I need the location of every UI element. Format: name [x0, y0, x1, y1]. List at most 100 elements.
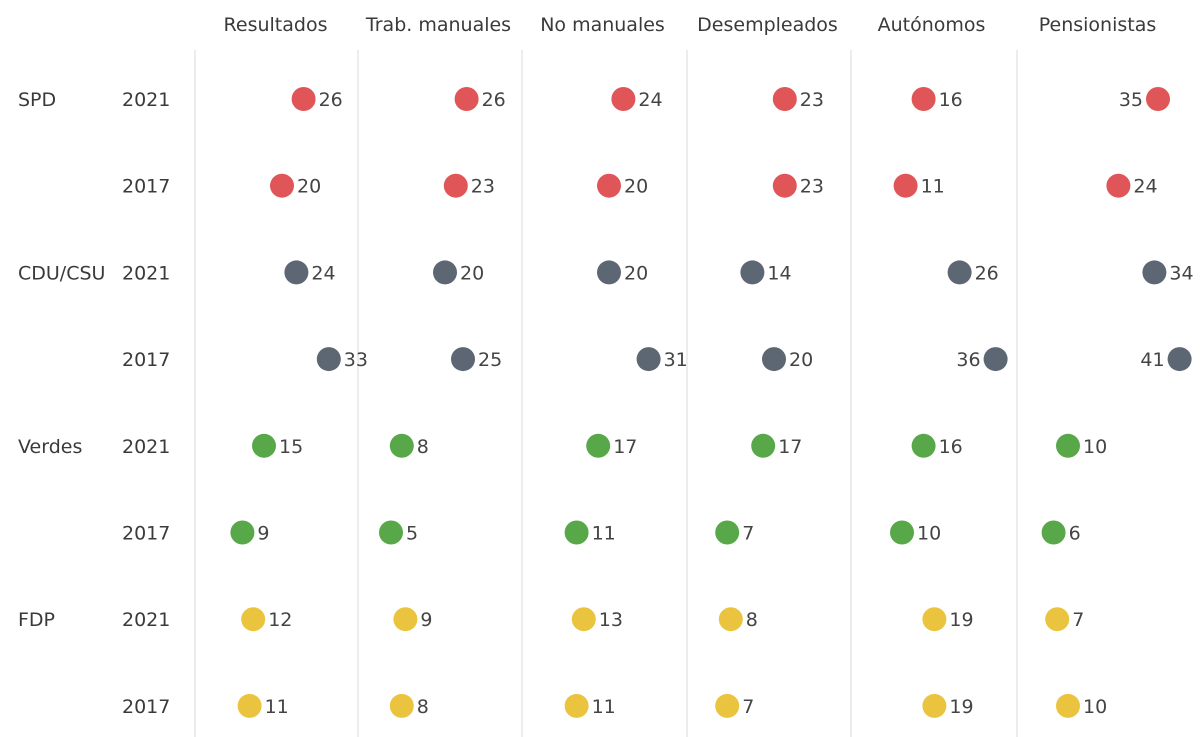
year-label-3-1: 2017	[122, 696, 170, 718]
party-label-1: CDU/CSU	[18, 262, 105, 284]
value-label-1-0-2: 20	[624, 262, 648, 284]
column-header-5: Pensionistas	[1039, 14, 1157, 36]
dot-2-0-1	[389, 433, 414, 458]
value-label-0-1-4: 11	[921, 176, 945, 198]
value-label-2-0-0: 15	[279, 436, 303, 458]
value-label-0-1-0: 20	[297, 176, 321, 198]
column-header-4: Autónomos	[878, 14, 986, 36]
dot-1-1-1	[451, 347, 475, 372]
value-label-3-0-2: 13	[599, 609, 623, 631]
value-label-3-1-4: 19	[949, 696, 973, 718]
value-label-2-0-2: 17	[613, 436, 637, 458]
dot-1-1-0	[316, 347, 341, 372]
value-label-3-0-5: 7	[1072, 609, 1084, 631]
value-label-3-1-2: 11	[592, 696, 616, 718]
dot-2-1-2	[564, 520, 589, 545]
value-label-1-1-1: 25	[478, 349, 502, 371]
value-label-1-1-0: 33	[344, 349, 368, 371]
year-label-1-1: 2017	[122, 349, 170, 371]
chart-marks: 26 26 24 23 16 35 20 23 20 23 11 24 24 20 20 14 26 34 33 25…	[230, 87, 1194, 718]
year-label-0-1: 2017	[122, 176, 170, 198]
dot-2-0-2	[586, 433, 611, 458]
value-label-1-0-3: 14	[767, 262, 791, 284]
party-label-0: SPD	[18, 89, 56, 111]
year-label-2-1: 2017	[122, 523, 170, 545]
column-header-3: Desempleados	[697, 14, 838, 36]
dot-2-0-4	[911, 433, 936, 458]
dot-0-0-3	[772, 87, 797, 111]
dot-2-1-1	[379, 520, 403, 545]
value-label-2-0-3: 17	[778, 436, 802, 458]
value-label-3-0-0: 12	[268, 609, 292, 631]
year-label-1-0: 2021	[122, 262, 170, 284]
dot-1-1-3	[762, 347, 786, 372]
dot-0-1-4	[893, 173, 918, 198]
value-label-3-1-1: 8	[417, 696, 429, 718]
dot-1-0-3	[740, 260, 765, 285]
value-label-3-0-1: 9	[420, 609, 432, 631]
dot-0-0-1	[454, 87, 479, 111]
dot-2-0-3	[751, 433, 776, 458]
dot-2-0-0	[252, 433, 276, 458]
dot-1-1-4	[983, 347, 1008, 372]
dot-0-1-5	[1106, 173, 1131, 198]
column-headers: Resultados Trab. manuales No manuales Desem…	[224, 14, 1157, 36]
value-label-3-1-5: 10	[1083, 696, 1107, 718]
dot-3-1-3	[715, 693, 740, 718]
value-label-2-0-4: 16	[939, 436, 963, 458]
dot-3-0-3	[718, 607, 743, 632]
year-label-2-0: 2021	[122, 436, 170, 458]
value-label-3-1-3: 7	[742, 696, 754, 718]
value-label-0-0-1: 26	[482, 89, 506, 111]
party-label-2: Verdes	[18, 436, 82, 458]
dot-3-0-0	[241, 607, 266, 632]
value-label-0-1-3: 23	[800, 176, 824, 198]
dot-1-0-2	[597, 260, 621, 285]
dot-2-1-4	[890, 520, 914, 545]
dot-0-0-0	[291, 87, 316, 111]
dot-0-1-3	[772, 173, 797, 198]
dot-1-0-5	[1142, 260, 1167, 285]
value-label-1-1-2: 31	[664, 349, 688, 371]
value-label-1-0-4: 26	[975, 262, 999, 284]
value-label-3-0-4: 19	[949, 609, 973, 631]
row-labels: SPD 2021 2017 CDU/CSU 2021 2017 Verdes 2021 2017…	[18, 89, 170, 718]
dot-2-0-5	[1056, 433, 1080, 458]
value-label-3-1-0: 11	[265, 696, 289, 718]
value-label-0-0-4: 16	[939, 89, 963, 111]
value-label-1-1-5: 41	[1140, 349, 1164, 371]
value-label-0-0-0: 26	[319, 89, 343, 111]
value-label-2-0-1: 8	[417, 436, 429, 458]
value-label-2-1-1: 5	[406, 523, 418, 545]
value-label-3-0-3: 8	[746, 609, 758, 631]
value-label-2-1-3: 7	[742, 523, 754, 545]
value-label-1-0-5: 34	[1169, 262, 1193, 284]
value-label-1-1-3: 20	[789, 349, 813, 371]
value-label-0-0-2: 24	[638, 89, 662, 111]
dot-1-1-5	[1167, 347, 1192, 372]
dot-3-1-0	[237, 693, 262, 718]
value-label-0-1-2: 20	[624, 176, 648, 198]
party-label-3: FDP	[18, 609, 55, 631]
value-label-0-0-3: 23	[800, 89, 824, 111]
dot-2-1-5	[1041, 520, 1066, 545]
value-label-0-0-5: 35	[1119, 89, 1143, 111]
value-label-1-1-4: 36	[956, 349, 980, 371]
value-label-0-1-5: 24	[1133, 176, 1157, 198]
dot-3-1-2	[564, 693, 589, 718]
dot-1-1-2	[636, 347, 661, 372]
dot-2-1-0	[230, 520, 255, 545]
value-label-2-1-4: 10	[917, 523, 941, 545]
dot-0-0-4	[911, 87, 936, 111]
value-label-1-0-1: 20	[460, 262, 484, 284]
dot-2-1-3	[715, 520, 740, 545]
dot-0-0-5	[1146, 87, 1170, 111]
dot-1-0-0	[284, 260, 309, 285]
dot-3-1-1	[389, 693, 414, 718]
value-label-1-0-0: 24	[311, 262, 335, 284]
dot-3-1-5	[1056, 693, 1080, 718]
value-label-2-1-2: 11	[592, 523, 616, 545]
value-label-0-1-1: 23	[471, 176, 495, 198]
value-label-2-1-5: 6	[1069, 523, 1081, 545]
